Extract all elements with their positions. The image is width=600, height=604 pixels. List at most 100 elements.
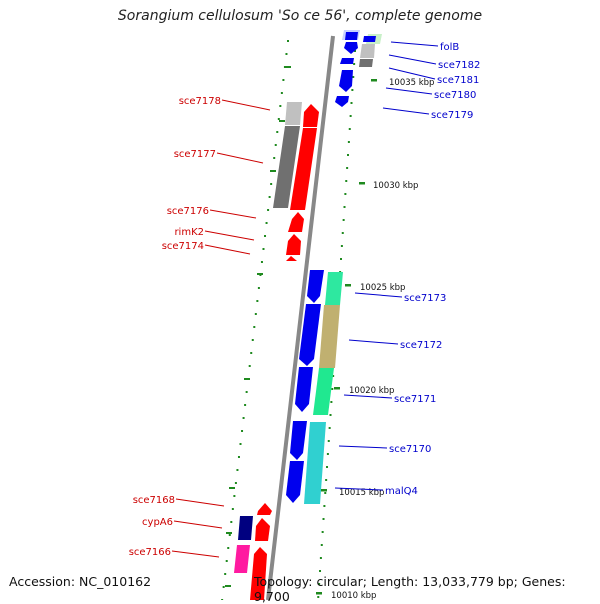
gene-arrow-blue[interactable] bbox=[345, 32, 358, 40]
leader-line bbox=[343, 394, 393, 399]
gene-arrow-red[interactable] bbox=[290, 128, 317, 210]
gene-arrow-cyan[interactable] bbox=[304, 422, 326, 504]
gene-arrow-sea-green[interactable] bbox=[313, 368, 334, 415]
accession-text: Accession: NC_010162 bbox=[9, 574, 152, 589]
leader-line bbox=[388, 67, 436, 80]
gene-arrow-light-gray[interactable] bbox=[360, 44, 375, 58]
gene-label-sce7172[interactable]: sce7172 bbox=[400, 340, 442, 351]
gene-label-sce7176[interactable]: sce7176 bbox=[167, 206, 209, 217]
gene-arrow-blue[interactable] bbox=[295, 367, 313, 412]
gene-label-rimK2[interactable]: rimK2 bbox=[174, 227, 204, 238]
gene-arrow-red[interactable] bbox=[286, 256, 297, 261]
guide-dot bbox=[352, 76, 355, 78]
guide-dot bbox=[317, 596, 320, 598]
guide-dot bbox=[239, 443, 242, 445]
guide-dot bbox=[330, 401, 333, 403]
scale-tick-label: 10025 kbp bbox=[360, 283, 405, 293]
gene-label-malQ4[interactable]: malQ4 bbox=[385, 486, 418, 497]
gene-arrow-red[interactable] bbox=[286, 234, 301, 255]
gene-label-sce7171[interactable]: sce7171 bbox=[394, 394, 436, 405]
scale-tick-label: 10020 kbp bbox=[349, 386, 394, 396]
guide-dot bbox=[234, 482, 237, 484]
gene-arrow-blue[interactable] bbox=[339, 70, 353, 92]
guide-dot bbox=[256, 300, 259, 302]
gene-arrow-red[interactable] bbox=[257, 503, 272, 515]
leader-line bbox=[175, 498, 225, 507]
leader-line bbox=[216, 152, 264, 164]
gene-arrow-blue[interactable] bbox=[344, 42, 358, 54]
gene-label-sce7181[interactable]: sce7181 bbox=[437, 75, 479, 86]
gene-arrow-red[interactable] bbox=[255, 518, 270, 541]
leader-line bbox=[209, 209, 257, 219]
gene-arrow-red[interactable] bbox=[250, 547, 267, 600]
guide-dash bbox=[270, 170, 276, 172]
gene-arrow-blue[interactable] bbox=[299, 304, 321, 366]
gene-arrow-light-gray[interactable] bbox=[285, 102, 302, 125]
guide-dot bbox=[224, 573, 227, 575]
gene-label-sce7174[interactable]: sce7174 bbox=[162, 241, 204, 252]
guide-dash bbox=[226, 532, 232, 534]
gene-arrow-dark-gray[interactable] bbox=[359, 59, 373, 67]
gene-arrow-blue[interactable] bbox=[307, 270, 324, 303]
gene-arrow-blue[interactable] bbox=[340, 58, 354, 64]
gene-arrow-blue[interactable] bbox=[286, 461, 304, 503]
gene-arrow-blue[interactable] bbox=[363, 36, 376, 42]
guide-dot bbox=[340, 258, 343, 260]
gene-label-sce7177[interactable]: sce7177 bbox=[174, 149, 216, 160]
gene-arrow-dark-gray[interactable] bbox=[273, 126, 300, 208]
scale-tick bbox=[359, 182, 365, 185]
guide-dot bbox=[280, 92, 283, 94]
guide-dot bbox=[262, 248, 265, 250]
leader-line bbox=[390, 41, 439, 47]
gene-arrow-navy[interactable] bbox=[238, 516, 253, 540]
guide-dot bbox=[332, 375, 335, 377]
guide-dot bbox=[268, 196, 271, 198]
guide-dot bbox=[329, 414, 332, 416]
gene-label-sce7173[interactable]: sce7173 bbox=[404, 293, 446, 304]
gene-label-sce7168[interactable]: sce7168 bbox=[133, 495, 175, 506]
guide-dot bbox=[343, 206, 346, 208]
guide-dot bbox=[241, 430, 244, 432]
guide-dot bbox=[248, 365, 251, 367]
gene-label-sce7179[interactable]: sce7179 bbox=[431, 110, 473, 121]
guide-dash bbox=[244, 378, 250, 380]
guide-dot bbox=[279, 105, 282, 107]
gene-arrow-red[interactable] bbox=[303, 104, 319, 127]
guide-dot bbox=[260, 261, 263, 263]
gene-label-sce7178[interactable]: sce7178 bbox=[179, 96, 221, 107]
guide-dot bbox=[253, 326, 256, 328]
genome-backbone bbox=[266, 35, 335, 600]
guide-dot bbox=[327, 440, 330, 442]
guide-dot bbox=[237, 456, 240, 458]
gene-label-cypA6[interactable]: cypA6 bbox=[142, 517, 173, 528]
gene-arrow-khaki[interactable] bbox=[319, 305, 340, 368]
guide-dot bbox=[321, 531, 324, 533]
gene-arrow-red[interactable] bbox=[288, 212, 304, 232]
genome-title: Sorangium cellulosum 'So ce 56', complet… bbox=[117, 8, 483, 24]
scale-tick bbox=[345, 284, 351, 287]
guide-dot bbox=[225, 560, 228, 562]
guide-dot bbox=[233, 495, 236, 497]
guide-dot bbox=[264, 235, 267, 237]
leader-line bbox=[382, 107, 430, 115]
gene-label-folB[interactable]: folB bbox=[440, 42, 459, 53]
gene-label-sce7182[interactable]: sce7182 bbox=[438, 60, 480, 71]
leader-line bbox=[204, 230, 255, 241]
gene-arrow-magenta[interactable] bbox=[234, 545, 250, 573]
gene-arrow-blue[interactable] bbox=[335, 96, 349, 107]
guide-dot bbox=[318, 583, 321, 585]
scale-tick-label: 10035 kbp bbox=[389, 78, 434, 88]
guide-dot bbox=[274, 144, 277, 146]
gene-label-sce7170[interactable]: sce7170 bbox=[389, 444, 431, 455]
gene-arrow-mint[interactable] bbox=[325, 272, 343, 305]
gene-label-sce7180[interactable]: sce7180 bbox=[434, 90, 476, 101]
guide-dot bbox=[320, 544, 323, 546]
guide-dot bbox=[267, 209, 270, 211]
gene-arrow-blue[interactable] bbox=[290, 421, 307, 460]
guide-dot bbox=[265, 222, 268, 224]
guide-dot bbox=[283, 66, 286, 68]
guide-dot bbox=[345, 180, 348, 182]
gene-label-sce7166[interactable]: sce7166 bbox=[129, 547, 171, 558]
guide-dot bbox=[347, 141, 350, 143]
label-leader-lines bbox=[171, 41, 439, 558]
